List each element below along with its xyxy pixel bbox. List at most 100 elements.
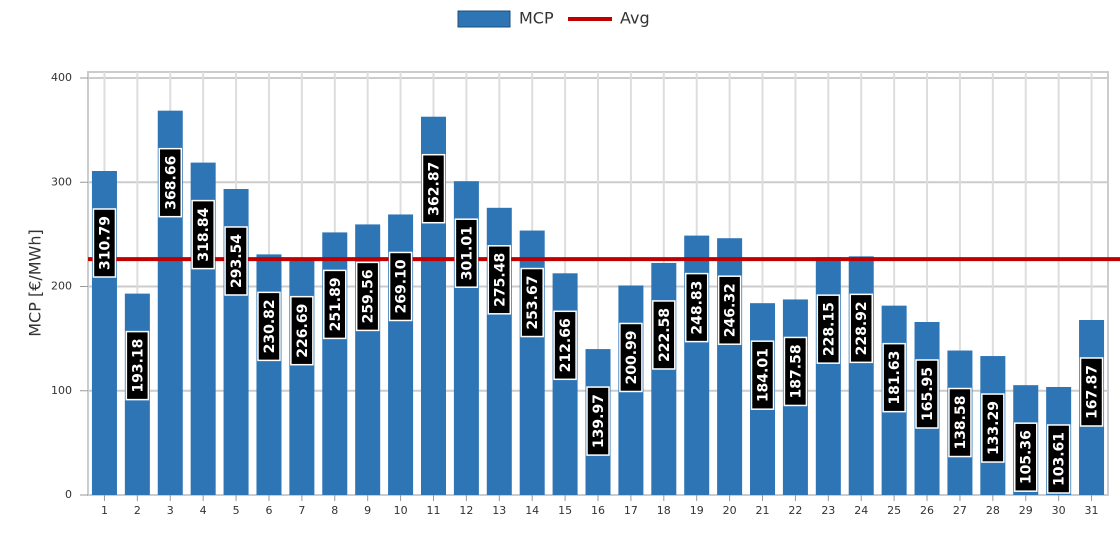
value-label: 184.01 [750,340,775,410]
value-label-text: 181.63 [887,351,903,405]
x-tick-label: 10 [394,504,408,517]
bar [256,254,282,495]
value-label-box [421,153,446,224]
value-label-text: 200.99 [624,330,640,384]
x-tick-label: 24 [854,504,868,517]
value-label: 275.48 [487,245,512,315]
legend-swatch [457,10,511,28]
value-label: 167.87 [1079,357,1104,427]
value-label-box [388,251,413,322]
value-label-text: 269.10 [394,259,410,313]
value-label-box [981,393,1005,463]
value-label-text: 293.54 [229,234,245,288]
bar [289,258,315,495]
value-label-text: 187.58 [788,344,804,398]
value-label-box [323,269,347,340]
value-label: 362.87 [421,153,446,224]
value-label: 193.18 [125,330,150,401]
bar [651,262,677,495]
value-label: 138.58 [948,387,972,458]
x-tick-label: 2 [134,504,141,517]
value-label-text: 259.56 [361,269,377,323]
value-label-text: 318.84 [196,207,212,261]
value-label-box [290,295,314,366]
value-label-box [487,245,512,315]
value-label-text: 248.83 [690,281,706,335]
bar [815,257,841,495]
value-label-box [520,267,544,338]
x-tick-label: 31 [1085,504,1099,517]
value-label-text: 138.58 [953,396,969,450]
value-label: 139.97 [586,386,610,456]
value-label-box [619,322,643,393]
value-label: 259.56 [355,261,380,332]
value-label: 181.63 [882,342,906,413]
x-tick-label: 21 [756,504,770,517]
y-tick-label: 300 [51,175,72,188]
value-label-box [158,147,183,218]
value-label: 228.92 [849,293,873,364]
value-label-box [1079,357,1104,427]
value-label-text: 222.58 [657,308,673,362]
value-label: 253.67 [520,267,544,338]
x-tick-label: 5 [233,504,240,517]
y-axis-title: MCP [€/MWh] [26,229,45,337]
value-label-box [553,310,577,381]
value-label: 293.54 [224,226,248,296]
x-tick-label: 23 [821,504,835,517]
x-tick-label: 4 [200,504,207,517]
value-label: 301.01 [454,218,479,288]
x-tick-label: 3 [167,504,174,517]
x-tick-label: 8 [331,504,338,517]
value-label: 251.89 [323,269,347,340]
value-label: 310.79 [92,208,117,278]
value-label-box [92,208,117,278]
value-label-text: 310.79 [97,216,113,270]
value-label-box [224,226,248,296]
value-label: 103.61 [1046,424,1071,494]
value-label-box [915,359,939,429]
x-tick-label: 29 [1019,504,1033,517]
x-tick-label: 7 [298,504,305,517]
y-tick-label: 100 [51,384,72,397]
value-label: 133.29 [981,393,1005,463]
bar [552,273,578,495]
value-label-box [882,342,906,413]
x-tick-label: 19 [690,504,704,517]
value-label: 212.66 [553,310,577,381]
value-label-box [257,291,281,362]
value-label: 248.83 [684,272,709,343]
value-label-box [586,386,610,456]
x-tick-label: 1 [101,504,108,517]
y-tick-label: 400 [51,71,72,84]
value-label-text: 193.18 [130,339,146,393]
legend-label: Avg [620,9,650,28]
value-label-text: 212.66 [558,318,574,372]
x-tick-label: 18 [657,504,671,517]
value-label-text: 253.67 [525,276,541,330]
x-tick-label: 16 [591,504,605,517]
value-label-text: 103.61 [1052,432,1068,486]
x-tick-label: 14 [525,504,539,517]
value-label: 187.58 [783,336,808,407]
value-label: 318.84 [191,199,215,270]
x-tick-label: 13 [492,504,506,517]
value-label: 222.58 [652,300,676,370]
value-label-box [454,218,479,288]
x-tick-label: 11 [426,504,440,517]
value-label: 230.82 [257,291,281,362]
value-label-box [684,272,709,343]
value-label-text: 230.82 [262,299,278,353]
value-label-text: 275.48 [492,253,508,307]
value-label: 200.99 [619,322,643,393]
x-tick-label: 26 [920,504,934,517]
x-tick-label: 6 [265,504,272,517]
value-label-text: 228.15 [821,302,837,356]
x-tick-label: 12 [459,504,473,517]
value-label-text: 226.69 [295,304,311,358]
value-label: 226.69 [290,295,314,366]
value-label-text: 301.01 [459,226,475,280]
x-tick-label: 22 [788,504,802,517]
x-tick-label: 27 [953,504,967,517]
